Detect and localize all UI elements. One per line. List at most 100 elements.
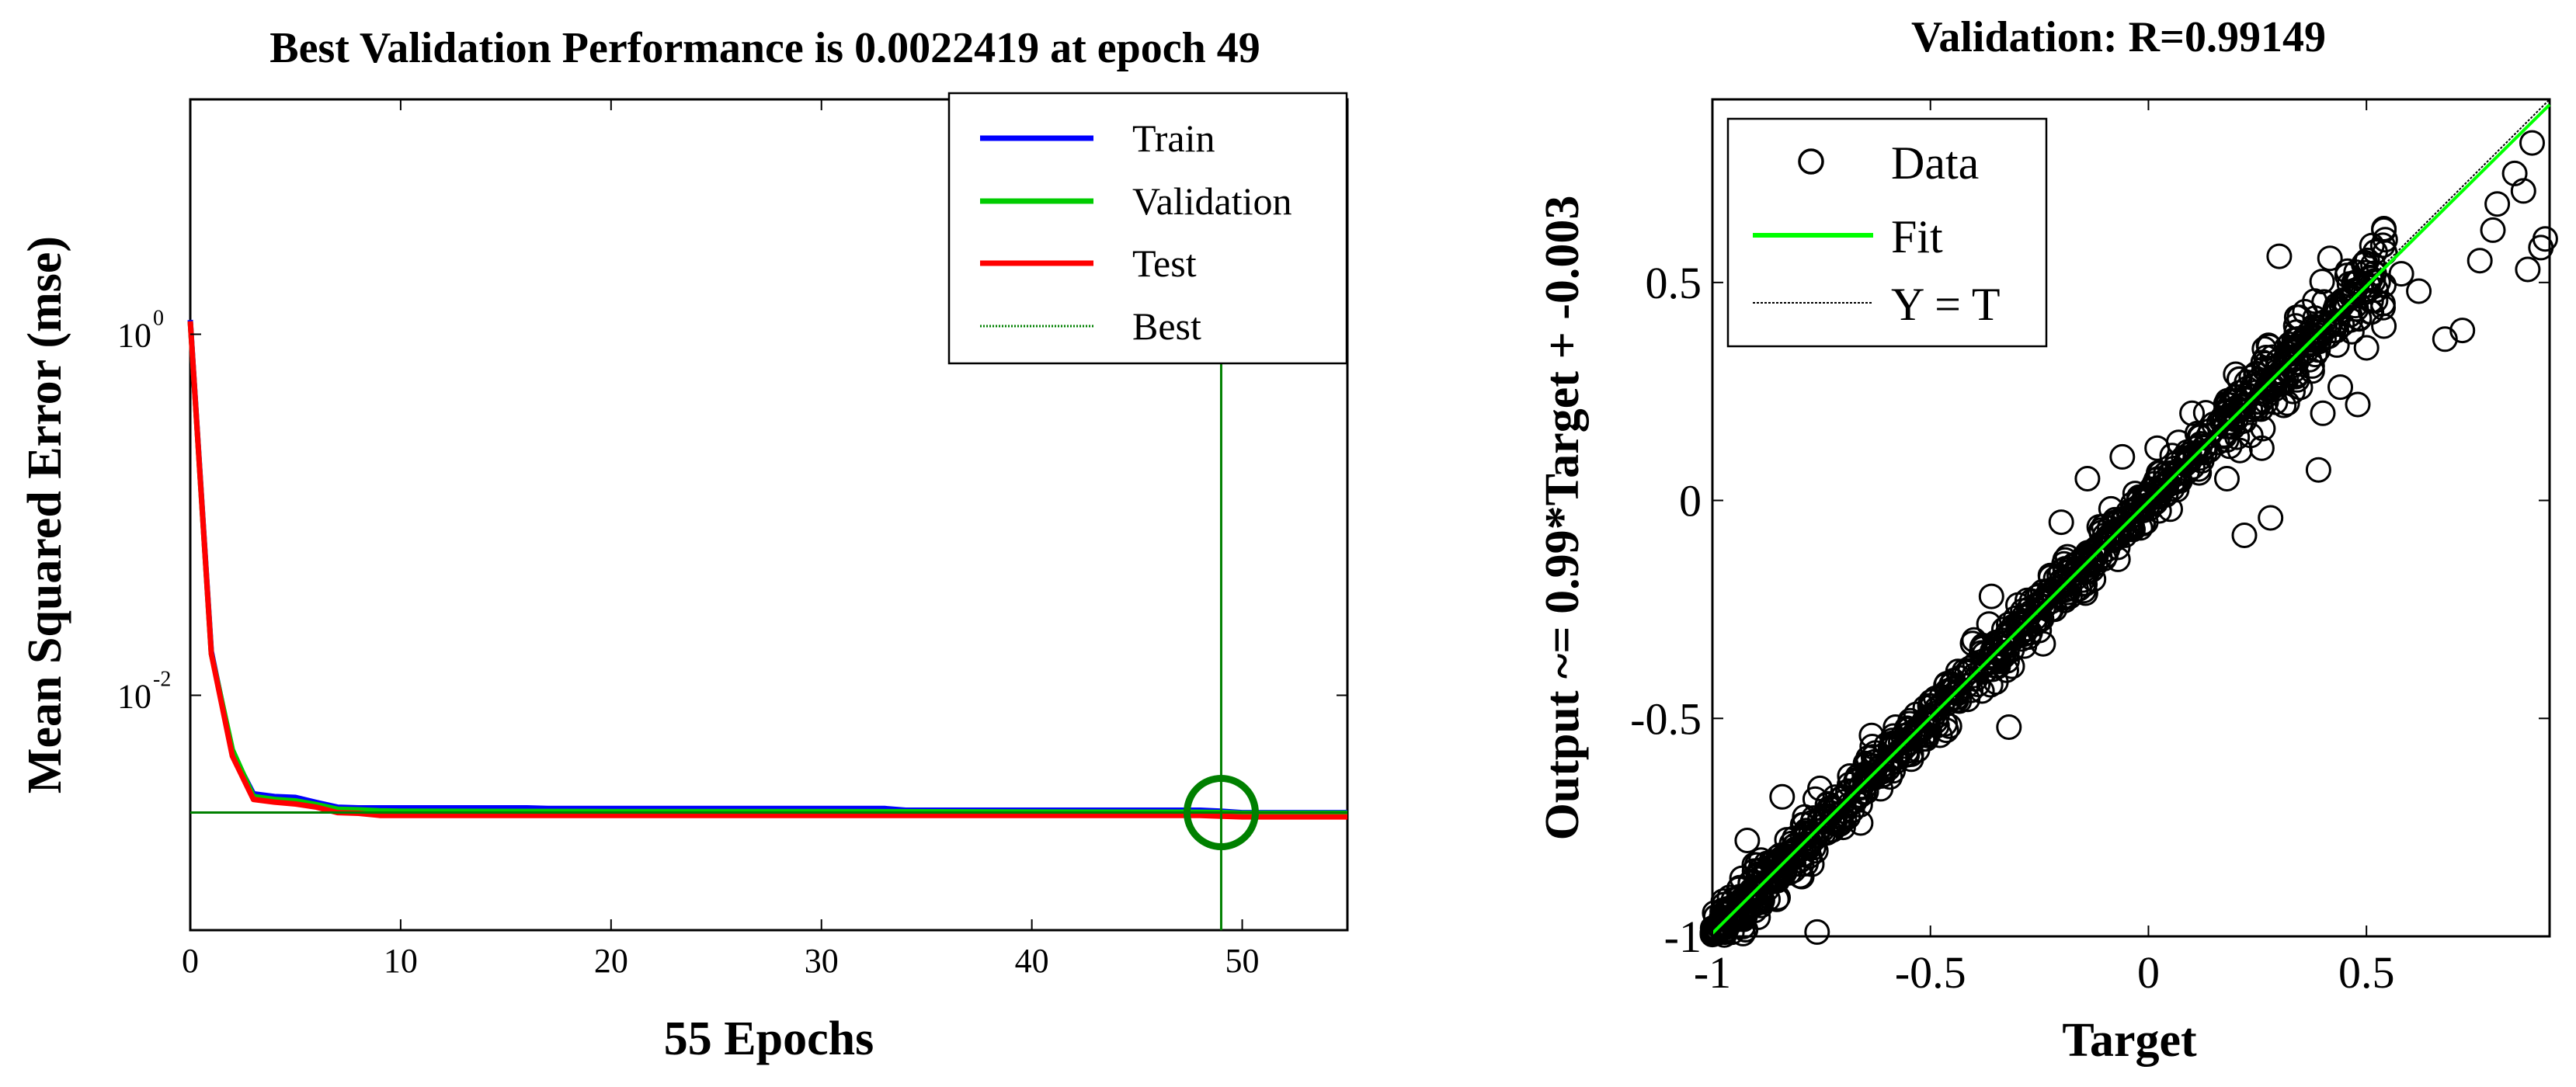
data-point <box>1927 722 1953 748</box>
data-point <box>1848 810 1874 836</box>
data-point <box>2181 436 2207 462</box>
data-point <box>1859 762 1886 789</box>
data-point <box>2006 611 2032 637</box>
data-point <box>2117 514 2143 540</box>
x-tick-label: -1 <box>1694 947 1731 998</box>
data-point <box>2214 466 2240 491</box>
data-point <box>2072 580 2098 606</box>
y-tick-label-base: 10 <box>117 678 151 716</box>
x-tick-label: 50 <box>1225 942 1260 980</box>
legend-identity-label: Y = T <box>1891 279 2001 330</box>
x-tick-label: 20 <box>594 942 628 980</box>
data-point <box>2213 427 2240 453</box>
data-point <box>2282 313 2309 339</box>
data-point <box>1804 919 1830 945</box>
legend-data-marker <box>1798 148 1824 175</box>
data-point <box>1800 805 1827 832</box>
data-point <box>1830 814 1856 841</box>
data-point <box>2122 481 2148 507</box>
performance-x-axis-label: 55 Epochs <box>664 1012 874 1065</box>
data-point <box>2248 435 2275 461</box>
data-point <box>2369 232 2396 259</box>
data-point <box>1935 679 1961 706</box>
x-tick-label: 0 <box>2137 947 2160 998</box>
data-point <box>2253 345 2279 370</box>
data-point <box>2371 217 2397 243</box>
data-point <box>1908 717 1935 743</box>
performance-legend: Train Validation Test Best <box>947 92 1348 365</box>
data-point <box>1851 761 1878 787</box>
data-point <box>2283 361 2310 387</box>
data-point <box>1954 659 1980 686</box>
data-point <box>2466 248 2493 274</box>
legend-fit-label: Fit <box>1891 211 1943 262</box>
x-tick-label: 30 <box>805 942 839 980</box>
legend-data-label: Data <box>1891 137 1979 189</box>
data-point <box>1769 783 1796 810</box>
fit-line <box>1711 103 2551 935</box>
data-point <box>1978 583 2004 609</box>
data-point <box>2324 332 2350 358</box>
data-point <box>1973 658 1999 684</box>
legend-test-label: Test <box>1132 241 1197 285</box>
data-point <box>1882 714 1909 740</box>
data-point <box>2480 217 2506 243</box>
data-point <box>2258 505 2284 531</box>
legend-best-label: Best <box>1132 304 1201 348</box>
data-point <box>2532 226 2558 252</box>
data-point <box>2280 378 2306 405</box>
data-point <box>2510 178 2536 204</box>
data-point <box>2289 341 2315 367</box>
data-point <box>1980 645 2007 672</box>
data-point <box>2074 466 2101 491</box>
legend-validation-label: Validation <box>1132 179 1292 223</box>
data-point <box>2056 583 2083 609</box>
x-tick-label: 40 <box>1015 942 1049 980</box>
y-tick-label: 0.5 <box>1646 258 1702 308</box>
data-point <box>1747 857 1773 884</box>
data-point <box>1934 690 1960 717</box>
data-point <box>1831 789 1857 815</box>
data-point <box>1781 833 1807 860</box>
data-point <box>2213 413 2239 439</box>
performance-y-axis-label: Mean Squared Error (mse) <box>19 236 71 794</box>
x-tick-label: -0.5 <box>1895 947 1966 998</box>
data-point <box>2305 457 2331 483</box>
data-point <box>2048 509 2074 536</box>
data-point <box>1953 673 1980 699</box>
data-point <box>2449 318 2476 344</box>
data-point <box>1898 746 1924 773</box>
data-point <box>2484 191 2511 217</box>
data-point <box>2432 326 2458 352</box>
data-point <box>2179 400 2206 426</box>
data-point <box>2501 160 2528 186</box>
data-point <box>2231 523 2258 548</box>
data-point <box>2406 278 2432 304</box>
regression-legend-box <box>1726 117 2048 348</box>
data-point <box>2144 435 2171 461</box>
y-tick-label: -0.5 <box>1630 693 1702 744</box>
data-point <box>1791 835 1817 862</box>
data-point <box>2515 256 2541 283</box>
y-tick-label: -1 <box>1664 912 1702 962</box>
data-point <box>1736 891 1762 917</box>
data-point <box>2037 562 2063 589</box>
data-point <box>1734 828 1761 853</box>
data-point <box>1763 866 1789 892</box>
data-point <box>2283 345 2310 371</box>
data-point <box>2345 391 2371 418</box>
y-tick-label-base: 10 <box>117 316 151 354</box>
series-line-test <box>187 321 1347 820</box>
performance-chart: Best Validation Performance is 0.0022419… <box>19 24 1349 1065</box>
y-tick-label-exponent: -2 <box>153 668 171 692</box>
data-point <box>2328 293 2355 319</box>
data-point <box>1708 906 1734 932</box>
data-point <box>1996 714 2022 740</box>
data-point <box>1977 672 2004 698</box>
data-point <box>2251 335 2278 362</box>
data-point <box>2214 391 2241 418</box>
data-point <box>1711 891 1737 918</box>
data-point <box>1859 734 1886 759</box>
data-point <box>1805 818 1831 845</box>
performance-chart-title: Best Validation Performance is 0.0022419… <box>269 24 1260 72</box>
